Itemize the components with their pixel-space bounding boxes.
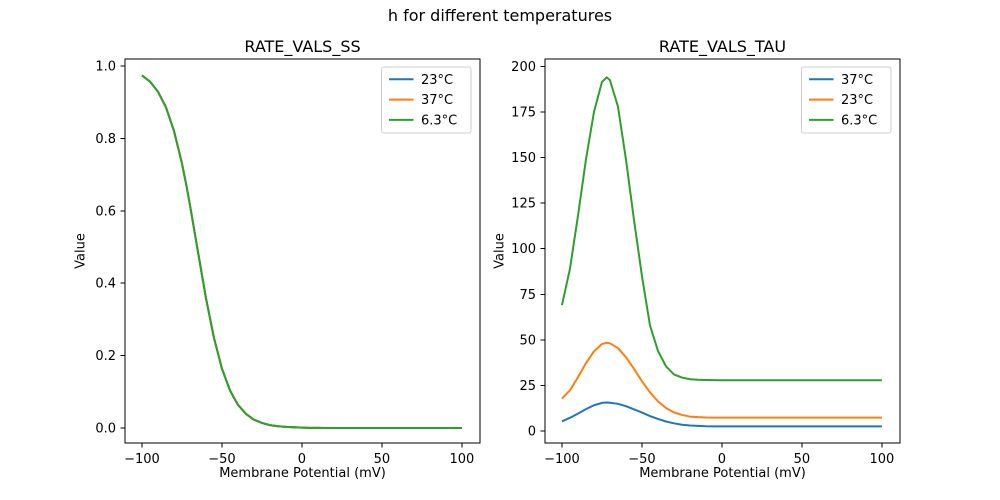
y-tick-label: 1.0 <box>95 59 116 74</box>
axes-1: −100 −50 0 50 100 0 25 50 75 100 125 150 175 200 37°C 2… <box>511 58 901 467</box>
x-tick-label: 0 <box>718 452 726 467</box>
axes-spines <box>124 58 481 444</box>
y-tick-label: 0.0 <box>95 422 116 437</box>
figure-title: h for different temperatures <box>387 6 613 25</box>
y-tick-label: 150 <box>511 151 536 166</box>
y-tick-label: 0.2 <box>95 349 116 364</box>
y-axis-label-left: Value <box>73 233 89 269</box>
y-tick-label: 0.4 <box>95 277 116 292</box>
x-tick-label: 50 <box>794 452 811 467</box>
curve-37°C <box>561 401 882 428</box>
x-tick-label: 100 <box>870 452 895 467</box>
y-tick-label: 0.6 <box>95 204 116 219</box>
y-tick-label: 175 <box>511 106 536 121</box>
x-tick-label: 50 <box>374 452 391 467</box>
legend-box <box>801 66 892 134</box>
legend-label: 37°C <box>841 73 873 88</box>
curve-23°C <box>561 341 882 419</box>
x-tick-label: 100 <box>450 452 475 467</box>
y-tick-label: 75 <box>519 288 536 303</box>
legend-label: 23°C <box>421 73 453 88</box>
axes-0: −100 −50 0 50 100 0.0 0.2 0.4 0.6 0.8 1.0 23°C 37°C 6… <box>95 58 481 467</box>
legend-label: 6.3°C <box>841 113 877 128</box>
y-tick-label: 200 <box>511 60 536 75</box>
x-axis-label-left: Membrane Potential (mV) <box>219 466 386 481</box>
y-axis-label-right: Value <box>492 233 508 269</box>
x-tick-label: −100 <box>124 452 160 467</box>
x-tick-label: −50 <box>208 452 235 467</box>
subplot-title-rate-vals-tau: RATE_VALS_TAU <box>658 37 787 56</box>
x-tick-label: 0 <box>298 452 306 467</box>
y-tick-label: 100 <box>511 242 536 257</box>
y-tick-label: 0 <box>528 424 536 439</box>
y-tick-label: 125 <box>511 197 536 212</box>
y-tick-label: 50 <box>519 333 536 348</box>
x-axis-label-right: Membrane Potential (mV) <box>639 466 806 481</box>
legend: 37°C 23°C 6.3°C <box>801 66 892 134</box>
curve-6.3°C <box>141 74 462 429</box>
legend: 23°C 37°C 6.3°C <box>381 66 472 134</box>
legend-box <box>381 66 472 134</box>
y-tick-label: 0.8 <box>95 132 116 147</box>
x-tick-label: −50 <box>628 452 655 467</box>
legend-label: 37°C <box>421 93 453 108</box>
legend-label: 23°C <box>841 93 873 108</box>
subplot-title-rate-vals-ss: RATE_VALS_SS <box>244 37 361 56</box>
x-tick-label: −100 <box>544 452 580 467</box>
legend-label: 6.3°C <box>421 113 457 128</box>
axes-spines <box>544 58 901 444</box>
y-tick-label: 25 <box>519 379 536 394</box>
curve-6.3°C <box>560 76 882 382</box>
